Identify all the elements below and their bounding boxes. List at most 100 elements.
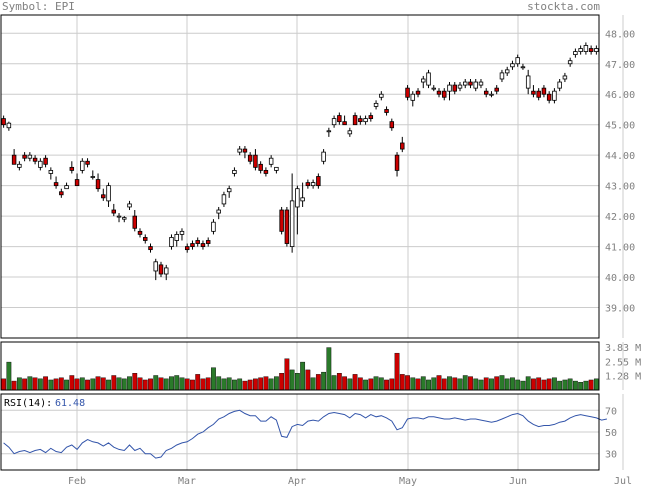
candle-body (321, 151, 326, 162)
volume-tick-label: 3.83 M (605, 343, 641, 354)
candle-body (473, 81, 478, 89)
rsi-panel: 70 50 30 RSI(14): 61.48 (1, 398, 617, 461)
candle-body (573, 51, 578, 56)
volume-bar (163, 378, 169, 391)
volume-bar (357, 377, 363, 391)
candle-body (447, 84, 452, 92)
volume-bar (562, 379, 568, 391)
candle-body (363, 118, 368, 123)
candle-body (17, 163, 22, 168)
candle-body (101, 194, 106, 199)
volume-bar (331, 375, 337, 391)
volume-bar (263, 376, 269, 391)
volume-bar (69, 375, 75, 391)
volume-bar (247, 379, 253, 391)
candle-body (352, 115, 358, 126)
volume-bar (179, 377, 185, 391)
volume-bar (300, 361, 306, 391)
volume-bar (473, 378, 479, 391)
candle-body (415, 90, 421, 95)
candle-body (268, 157, 274, 165)
candle-body (211, 221, 216, 232)
volume-bar (583, 380, 589, 391)
candle-body (326, 130, 332, 133)
volume-bar (174, 375, 180, 391)
candle-body (80, 160, 85, 171)
volume-bar (37, 378, 43, 391)
candle-body (200, 243, 206, 247)
candle-body (232, 170, 237, 174)
volume-bar (289, 369, 295, 391)
volume-bar (572, 380, 578, 391)
volume-bar (578, 381, 584, 391)
candle-body (463, 81, 468, 86)
volume-bar (32, 377, 38, 391)
candle-body (169, 237, 174, 247)
volume-bar (253, 378, 258, 391)
volume-bar (205, 377, 211, 391)
volume-bar (436, 375, 442, 391)
candle-body (588, 48, 594, 52)
volume-bar (504, 378, 510, 391)
panel-frames (0, 14, 600, 471)
x-tick-label: Feb (68, 476, 86, 486)
candle-body (74, 179, 80, 187)
volume-bar (468, 376, 473, 391)
candle-body (504, 69, 510, 74)
candle-body (452, 84, 457, 92)
volume-bar (546, 378, 552, 391)
panel-frame (0, 393, 600, 471)
candle-body (483, 90, 489, 95)
volume-bar (268, 378, 274, 391)
candle-body (32, 157, 38, 162)
candle-body (594, 48, 599, 52)
volume-bar (64, 379, 69, 391)
volume-bar (557, 380, 563, 391)
x-tick-label: Mar (178, 476, 196, 486)
volume-bar (593, 378, 599, 391)
volume-bar (394, 352, 400, 391)
candle-body (137, 230, 143, 235)
volume-bar (405, 375, 410, 391)
panel-frame (0, 14, 600, 339)
volume-bar (106, 379, 111, 391)
rsi-line (3, 409, 608, 459)
volume-bar (441, 378, 447, 391)
candle-body (226, 188, 232, 193)
candle-body (164, 267, 169, 275)
candle-body (106, 185, 111, 202)
candle-body (205, 240, 211, 244)
candle-body (11, 154, 17, 165)
candle-body (457, 84, 463, 89)
volume-bar (368, 378, 374, 391)
x-tick-label: Jun (509, 476, 527, 486)
volume-bar (342, 376, 347, 391)
candle-body (153, 261, 158, 272)
candle-body (342, 121, 347, 126)
candle-body (127, 203, 132, 208)
volume-bars (1, 347, 599, 391)
volume-bar (85, 379, 90, 391)
candle-body (373, 102, 379, 107)
volume-bar (116, 377, 122, 391)
candle-body (85, 160, 90, 165)
volume-bar (232, 379, 237, 391)
volume-bar (16, 377, 22, 391)
price-tick-label: 41.00 (605, 243, 635, 254)
candle-body (431, 87, 436, 90)
volume-bar (258, 377, 264, 391)
volume-bar (531, 378, 536, 391)
volume-tick-label: 2.55 M (605, 358, 641, 369)
rsi-tick-label: 30 (605, 450, 617, 461)
volume-bar (1, 378, 7, 391)
volume-bar (478, 379, 484, 391)
candle-body (583, 45, 589, 52)
volume-bar (452, 377, 458, 391)
candle-body (499, 72, 505, 80)
candle-body (263, 170, 269, 174)
candle-body (6, 122, 12, 129)
volume-bar (273, 376, 279, 391)
candle-body (174, 233, 179, 241)
volume-bar (74, 378, 80, 391)
price-tick-label: 43.00 (605, 182, 635, 193)
